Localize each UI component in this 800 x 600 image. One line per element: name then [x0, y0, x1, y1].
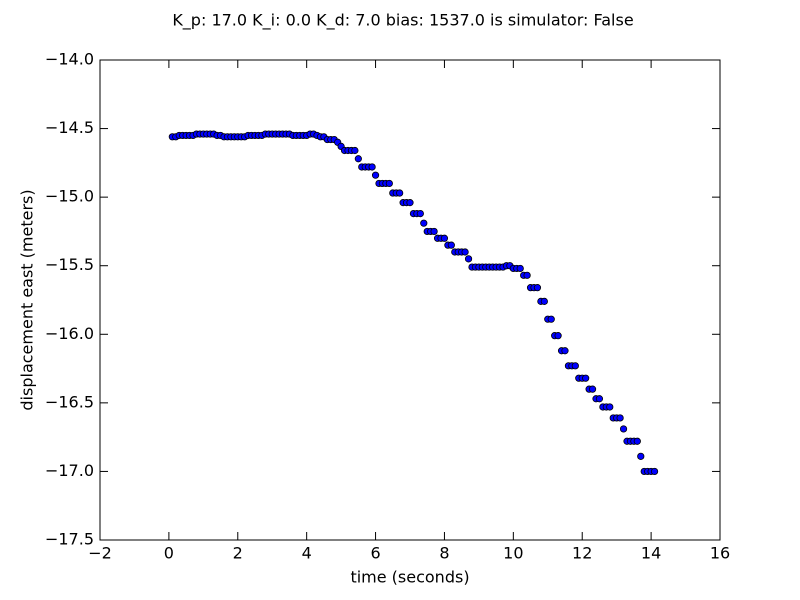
x-tick-label: 8	[439, 544, 449, 563]
scatter-point	[516, 264, 524, 273]
scatter-point	[588, 385, 597, 393]
x-tick-label: 6	[370, 544, 380, 563]
scatter-point	[571, 362, 579, 370]
y-tick-label: −17.5	[45, 530, 94, 549]
scatter-point	[582, 374, 590, 382]
scatter-point	[396, 189, 404, 197]
scatter-point	[430, 227, 438, 236]
scatter-point	[561, 347, 569, 355]
scatter-point	[650, 467, 659, 476]
y-axis-label: displacement east (meters)	[18, 189, 37, 410]
y-tick-label: −16.0	[45, 324, 94, 343]
x-tick-label: 14	[641, 544, 661, 563]
x-tick-label: 16	[710, 544, 730, 563]
x-axis-label: time (seconds)	[350, 568, 469, 587]
scatter-point	[385, 179, 393, 188]
scatter-point	[416, 210, 424, 218]
scatter-point	[633, 437, 641, 445]
y-tick-label: −16.5	[45, 392, 94, 411]
scatter-point	[464, 255, 473, 263]
x-tick-label: 12	[572, 544, 592, 563]
scatter-point	[533, 284, 542, 292]
scatter-point	[540, 297, 548, 305]
y-tick-label: −17.0	[45, 461, 94, 480]
scatter-point	[440, 234, 449, 242]
x-tick-label: −2	[88, 544, 112, 563]
scatter-point	[616, 414, 624, 422]
scatter-point	[595, 395, 604, 403]
scatter-point	[354, 155, 362, 163]
scatter-point	[368, 163, 376, 171]
x-tick-label: 10	[503, 544, 523, 563]
scatter-point	[406, 199, 414, 207]
chart-title: K_p: 17.0 K_i: 0.0 K_d: 7.0 bias: 1537.0…	[172, 11, 633, 31]
y-tick-label: −14.0	[45, 50, 94, 69]
y-tick-label: −14.5	[45, 118, 94, 137]
scatter-point	[461, 248, 469, 256]
scatter-point	[351, 146, 359, 155]
scatter-point	[547, 315, 555, 323]
y-tick-label: −15.5	[45, 255, 94, 274]
scatter-point	[447, 241, 455, 249]
y-tick-label: −15.0	[45, 187, 94, 206]
scatter-point	[371, 171, 380, 179]
x-tick-label: 0	[164, 544, 174, 563]
scatter-point	[637, 452, 645, 460]
scatter-point	[619, 425, 628, 433]
plot-frame	[99, 59, 721, 541]
scatter-point	[420, 219, 428, 227]
scatter-point	[606, 403, 614, 411]
x-tick-label: 4	[302, 544, 312, 563]
scatter-point	[523, 271, 531, 279]
x-tick-label: 2	[233, 544, 243, 563]
scatter-point	[554, 332, 562, 340]
